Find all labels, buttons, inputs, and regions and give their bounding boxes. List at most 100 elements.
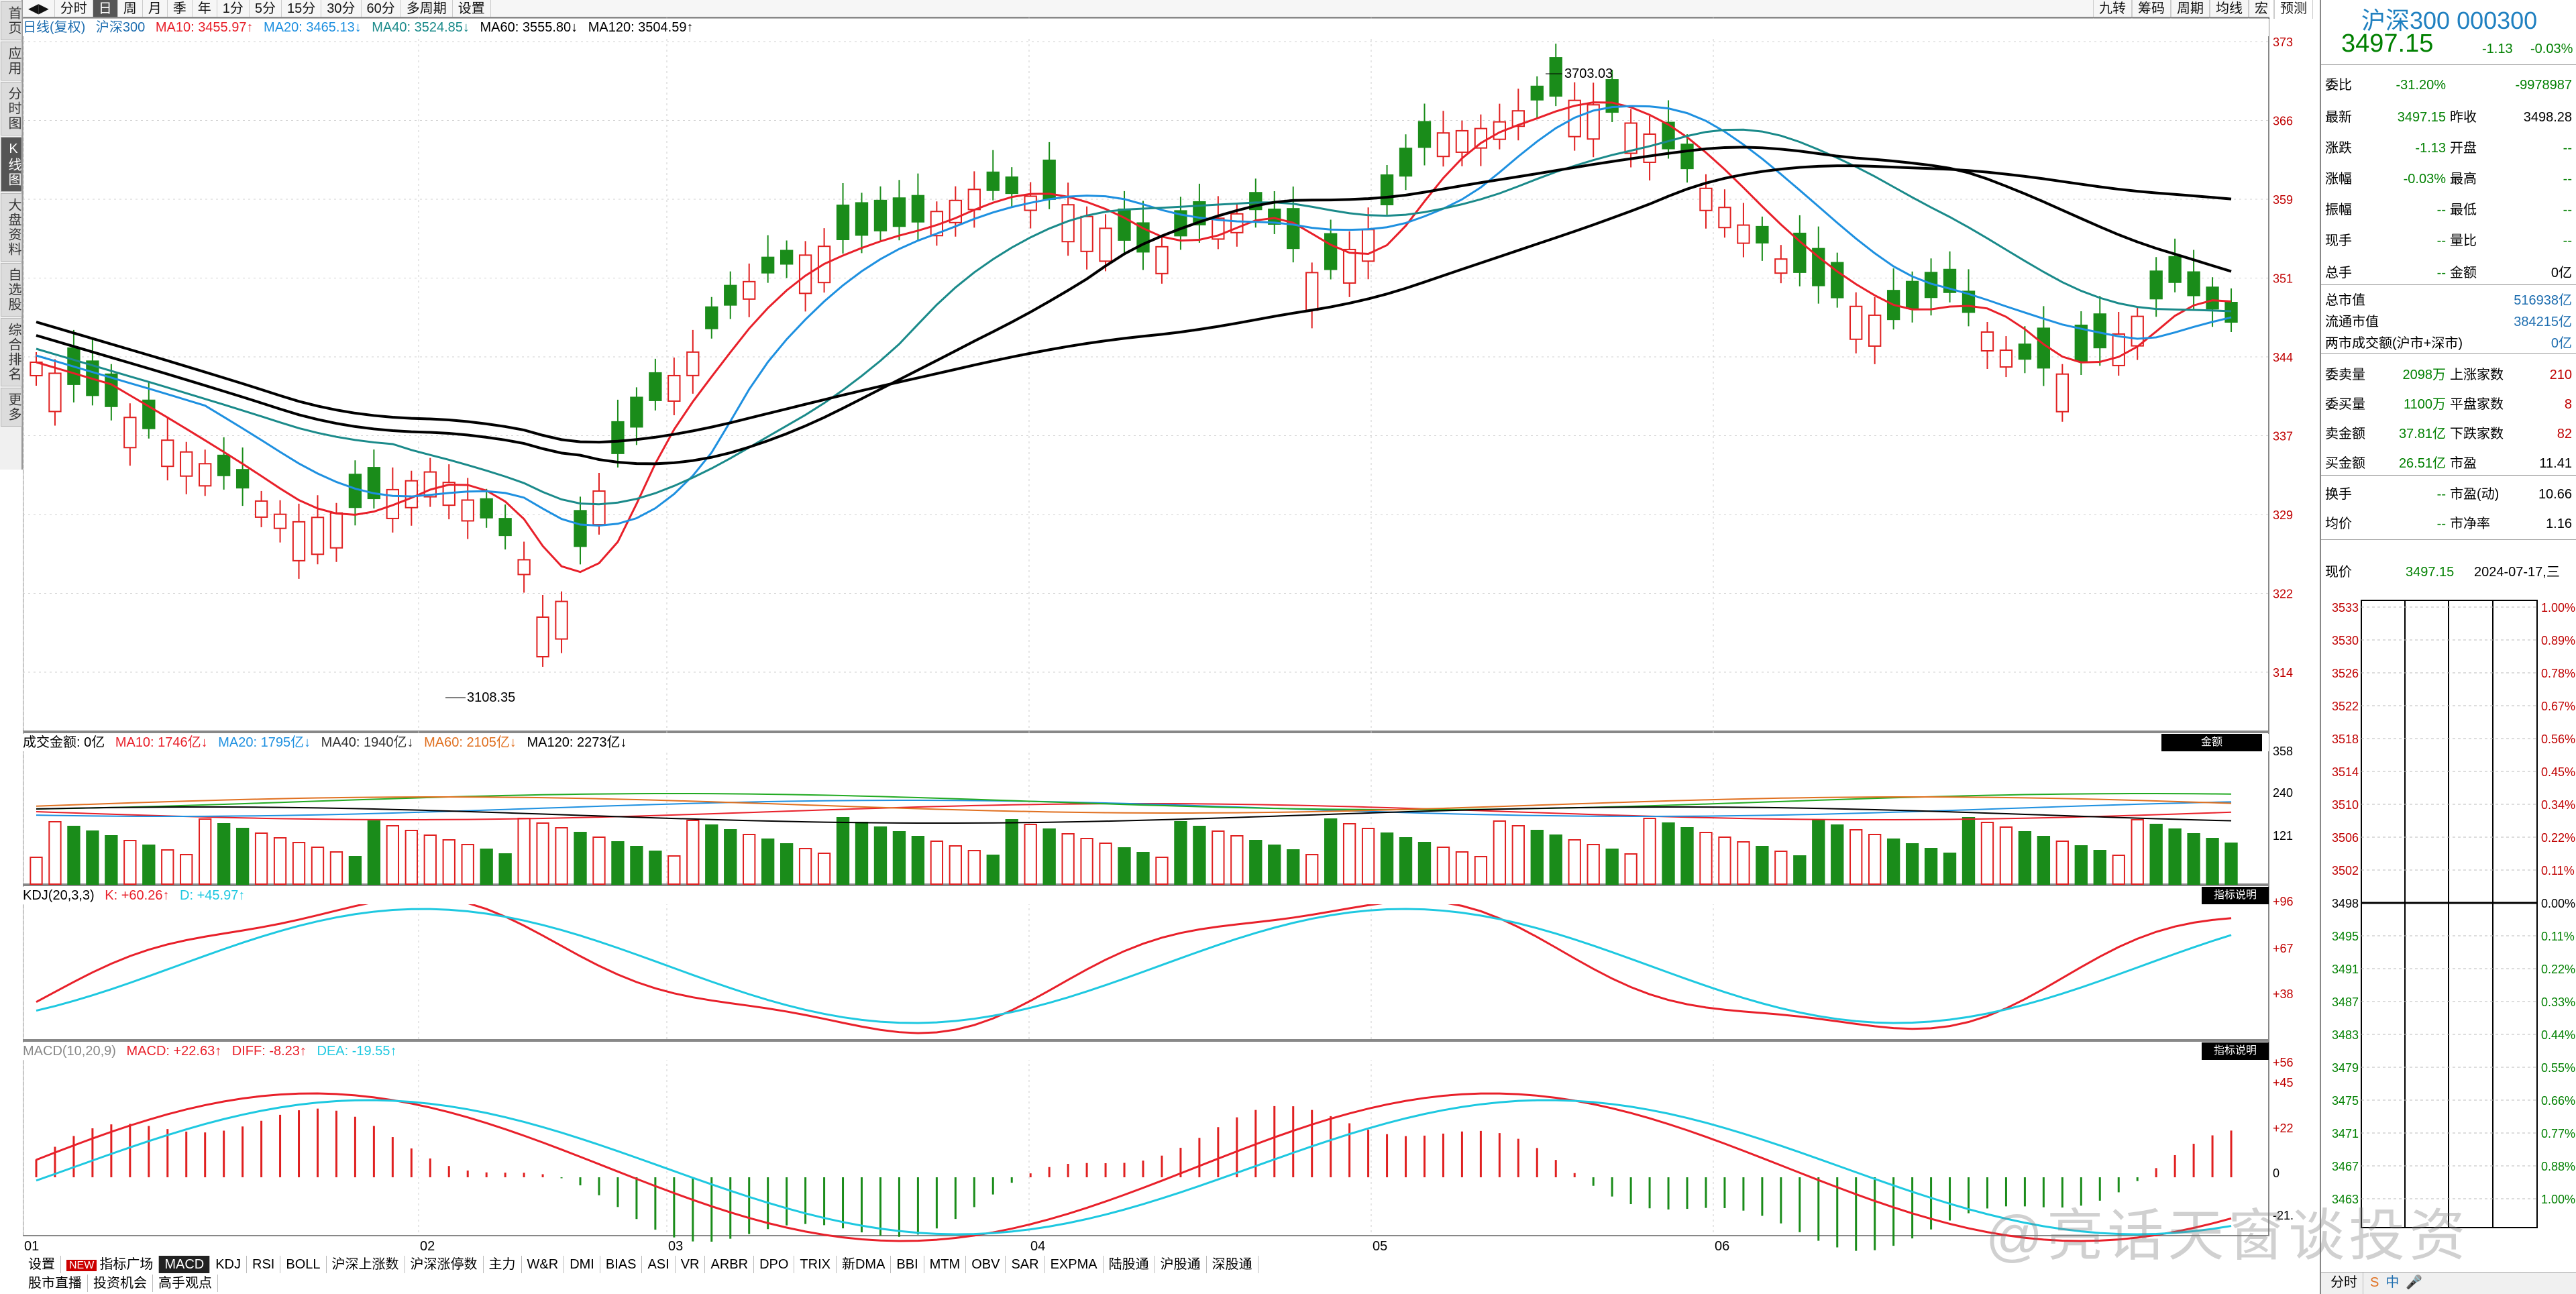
period-tab-2[interactable]: 周: [118, 0, 143, 18]
volume-bar: [1643, 818, 1656, 885]
sidebar-item-7[interactable]: 更多: [1, 388, 22, 427]
indicator-tab-3[interactable]: KDJ: [210, 1256, 248, 1273]
quote-row: 换手 -- 市盈(动) 10.66: [2325, 479, 2573, 510]
indicator-tab-18[interactable]: BBI: [891, 1256, 924, 1273]
indicator-tab-4[interactable]: RSI: [247, 1256, 281, 1273]
volume-bar: [1474, 856, 1488, 885]
indicator-tab-7[interactable]: 沪深涨停数: [405, 1256, 484, 1273]
candle: [611, 421, 625, 454]
sidebar-item-5[interactable]: 自选股: [1, 263, 22, 317]
indicator-tab-15[interactable]: DPO: [754, 1256, 795, 1273]
quote-field-value: 37.81亿: [2398, 427, 2446, 441]
amount-tag[interactable]: 金额: [2161, 734, 2262, 751]
tool-tab-3[interactable]: 均线: [2210, 0, 2249, 19]
mini-price-label: 3463: [2332, 1193, 2359, 1206]
kdj-help-tag[interactable]: 指标说明: [2202, 887, 2269, 904]
vol-ma60: MA60: 2105亿↓: [424, 735, 517, 750]
volume-bar: [199, 818, 212, 885]
period-tab-9[interactable]: 30分: [321, 0, 362, 18]
sidebar-item-6[interactable]: 综合排名: [1, 318, 22, 386]
indicator-tab-9[interactable]: W&R: [522, 1256, 565, 1273]
period-tab-3[interactable]: 月: [143, 0, 168, 18]
indicator-tab-21[interactable]: SAR: [1006, 1256, 1045, 1273]
quote-row: 总市值 516938亿: [2325, 290, 2573, 311]
indicator-tab-14[interactable]: ARBR: [705, 1256, 755, 1273]
indicator-tab-label: DPO: [759, 1257, 789, 1272]
indicator-tab-2[interactable]: MACD: [159, 1256, 211, 1273]
candle: [480, 498, 493, 519]
period-tab-12[interactable]: 设置: [453, 0, 491, 18]
input-method-button[interactable]: 中: [2385, 1275, 2400, 1290]
quote-field-value: -31.20%: [2396, 78, 2447, 93]
macd-help-tag[interactable]: 指标说明: [2202, 1042, 2269, 1060]
quote-divider: [2321, 284, 2576, 285]
indicator-tab-12[interactable]: ASI: [642, 1256, 676, 1273]
intraday-button[interactable]: 分时: [2325, 1273, 2363, 1294]
kline-type-label: 日线(复权): [23, 20, 86, 35]
sidebar-item-4[interactable]: 大盘资料: [1, 193, 22, 262]
period-tab-10[interactable]: 60分: [362, 0, 401, 18]
mini-price-label: 3467: [2332, 1160, 2359, 1173]
indicator-tab-label: MTM: [929, 1257, 961, 1272]
indicator-tab-23[interactable]: 陆股通: [1104, 1256, 1155, 1273]
tool-tab-1[interactable]: 筹码: [2132, 0, 2171, 19]
indicator-tab-19[interactable]: MTM: [924, 1256, 967, 1273]
period-tab-4[interactable]: 季: [168, 0, 193, 18]
mini-price-label: 3510: [2332, 798, 2359, 812]
period-tab-11[interactable]: 多周期: [401, 0, 453, 18]
period-tab-0[interactable]: 分时: [55, 0, 93, 18]
period-tab-8[interactable]: 15分: [282, 0, 322, 18]
indicator-tab-20[interactable]: OBV: [966, 1256, 1006, 1273]
volume-bar: [48, 821, 62, 885]
info-tab-1[interactable]: 投资机会: [88, 1275, 153, 1292]
indicator-tab-25[interactable]: 深股通: [1207, 1256, 1258, 1273]
volume-bar: [498, 853, 512, 885]
sidebar-item-2[interactable]: 分时图: [1, 82, 22, 136]
period-tab-7[interactable]: 5分: [250, 0, 282, 18]
period-tab-6[interactable]: 1分: [217, 0, 250, 18]
month-label: 02: [420, 1239, 435, 1254]
info-tab-2[interactable]: 高手观点: [153, 1275, 218, 1292]
quote-field-label: 市盈(动): [2450, 487, 2500, 502]
quote-field-label: 换手: [2325, 487, 2352, 502]
candle: [1287, 208, 1300, 250]
tool-tab-0[interactable]: 九转: [2093, 0, 2132, 19]
period-tab-5[interactable]: 年: [193, 0, 217, 18]
macd-diff: DIFF: -8.23↑: [231, 1044, 307, 1059]
mic-icon[interactable]: 🎤: [2406, 1275, 2423, 1290]
tool-tab-2[interactable]: 周期: [2171, 0, 2210, 19]
ma60-label: MA60: 3555.80↓: [480, 20, 578, 35]
volume-bar: [442, 839, 455, 885]
sidebar-item-3[interactable]: K线图: [1, 137, 22, 192]
volume-bar: [142, 845, 156, 885]
indicator-tab-label: BBI: [896, 1257, 918, 1272]
indicator-tab-6[interactable]: 沪深上涨数: [327, 1256, 405, 1273]
indicator-tab-22[interactable]: EXPMA: [1045, 1256, 1104, 1273]
volume-bar: [836, 817, 850, 885]
quote-field-value: 1100万: [2403, 397, 2446, 412]
quote-row: 现手 -- 量比 --: [2325, 225, 2573, 256]
indicator-tab-5[interactable]: BOLL: [280, 1256, 327, 1273]
sidebar-item-1[interactable]: 应用: [1, 42, 22, 80]
kline-chart[interactable]: 3736366335903516344333703297322231490102…: [23, 0, 2293, 1254]
volume-bar: [2168, 828, 2182, 885]
indicator-tab-13[interactable]: VR: [676, 1256, 706, 1273]
mini-price-label: 3495: [2332, 930, 2359, 943]
tool-tab-4[interactable]: 宏: [2249, 0, 2274, 19]
indicator-tab-0[interactable]: 设置: [23, 1256, 61, 1273]
indicator-tab-1[interactable]: NEW 指标广场: [61, 1256, 160, 1273]
indicator-tab-8[interactable]: 主力: [484, 1256, 522, 1273]
info-tab-0[interactable]: 股市直播: [23, 1275, 88, 1292]
mini-price-label: 3498: [2332, 897, 2359, 910]
indicator-tab-17[interactable]: 新DMA: [837, 1256, 892, 1273]
sidebar-item-0[interactable]: 首页: [1, 1, 22, 40]
indicator-tab-10[interactable]: DMI: [564, 1256, 600, 1273]
indicator-tab-24[interactable]: 沪股通: [1155, 1256, 1207, 1273]
nav-arrows-icon[interactable]: ◀▶: [23, 0, 55, 18]
tool-tab-5[interactable]: 预测: [2274, 0, 2313, 19]
indicator-tab-11[interactable]: BIAS: [600, 1256, 643, 1273]
indicator-tab-16[interactable]: TRIX: [794, 1256, 837, 1273]
period-tab-1[interactable]: 日: [93, 0, 118, 18]
mini-pct-label: 0.88%: [2541, 1160, 2575, 1173]
